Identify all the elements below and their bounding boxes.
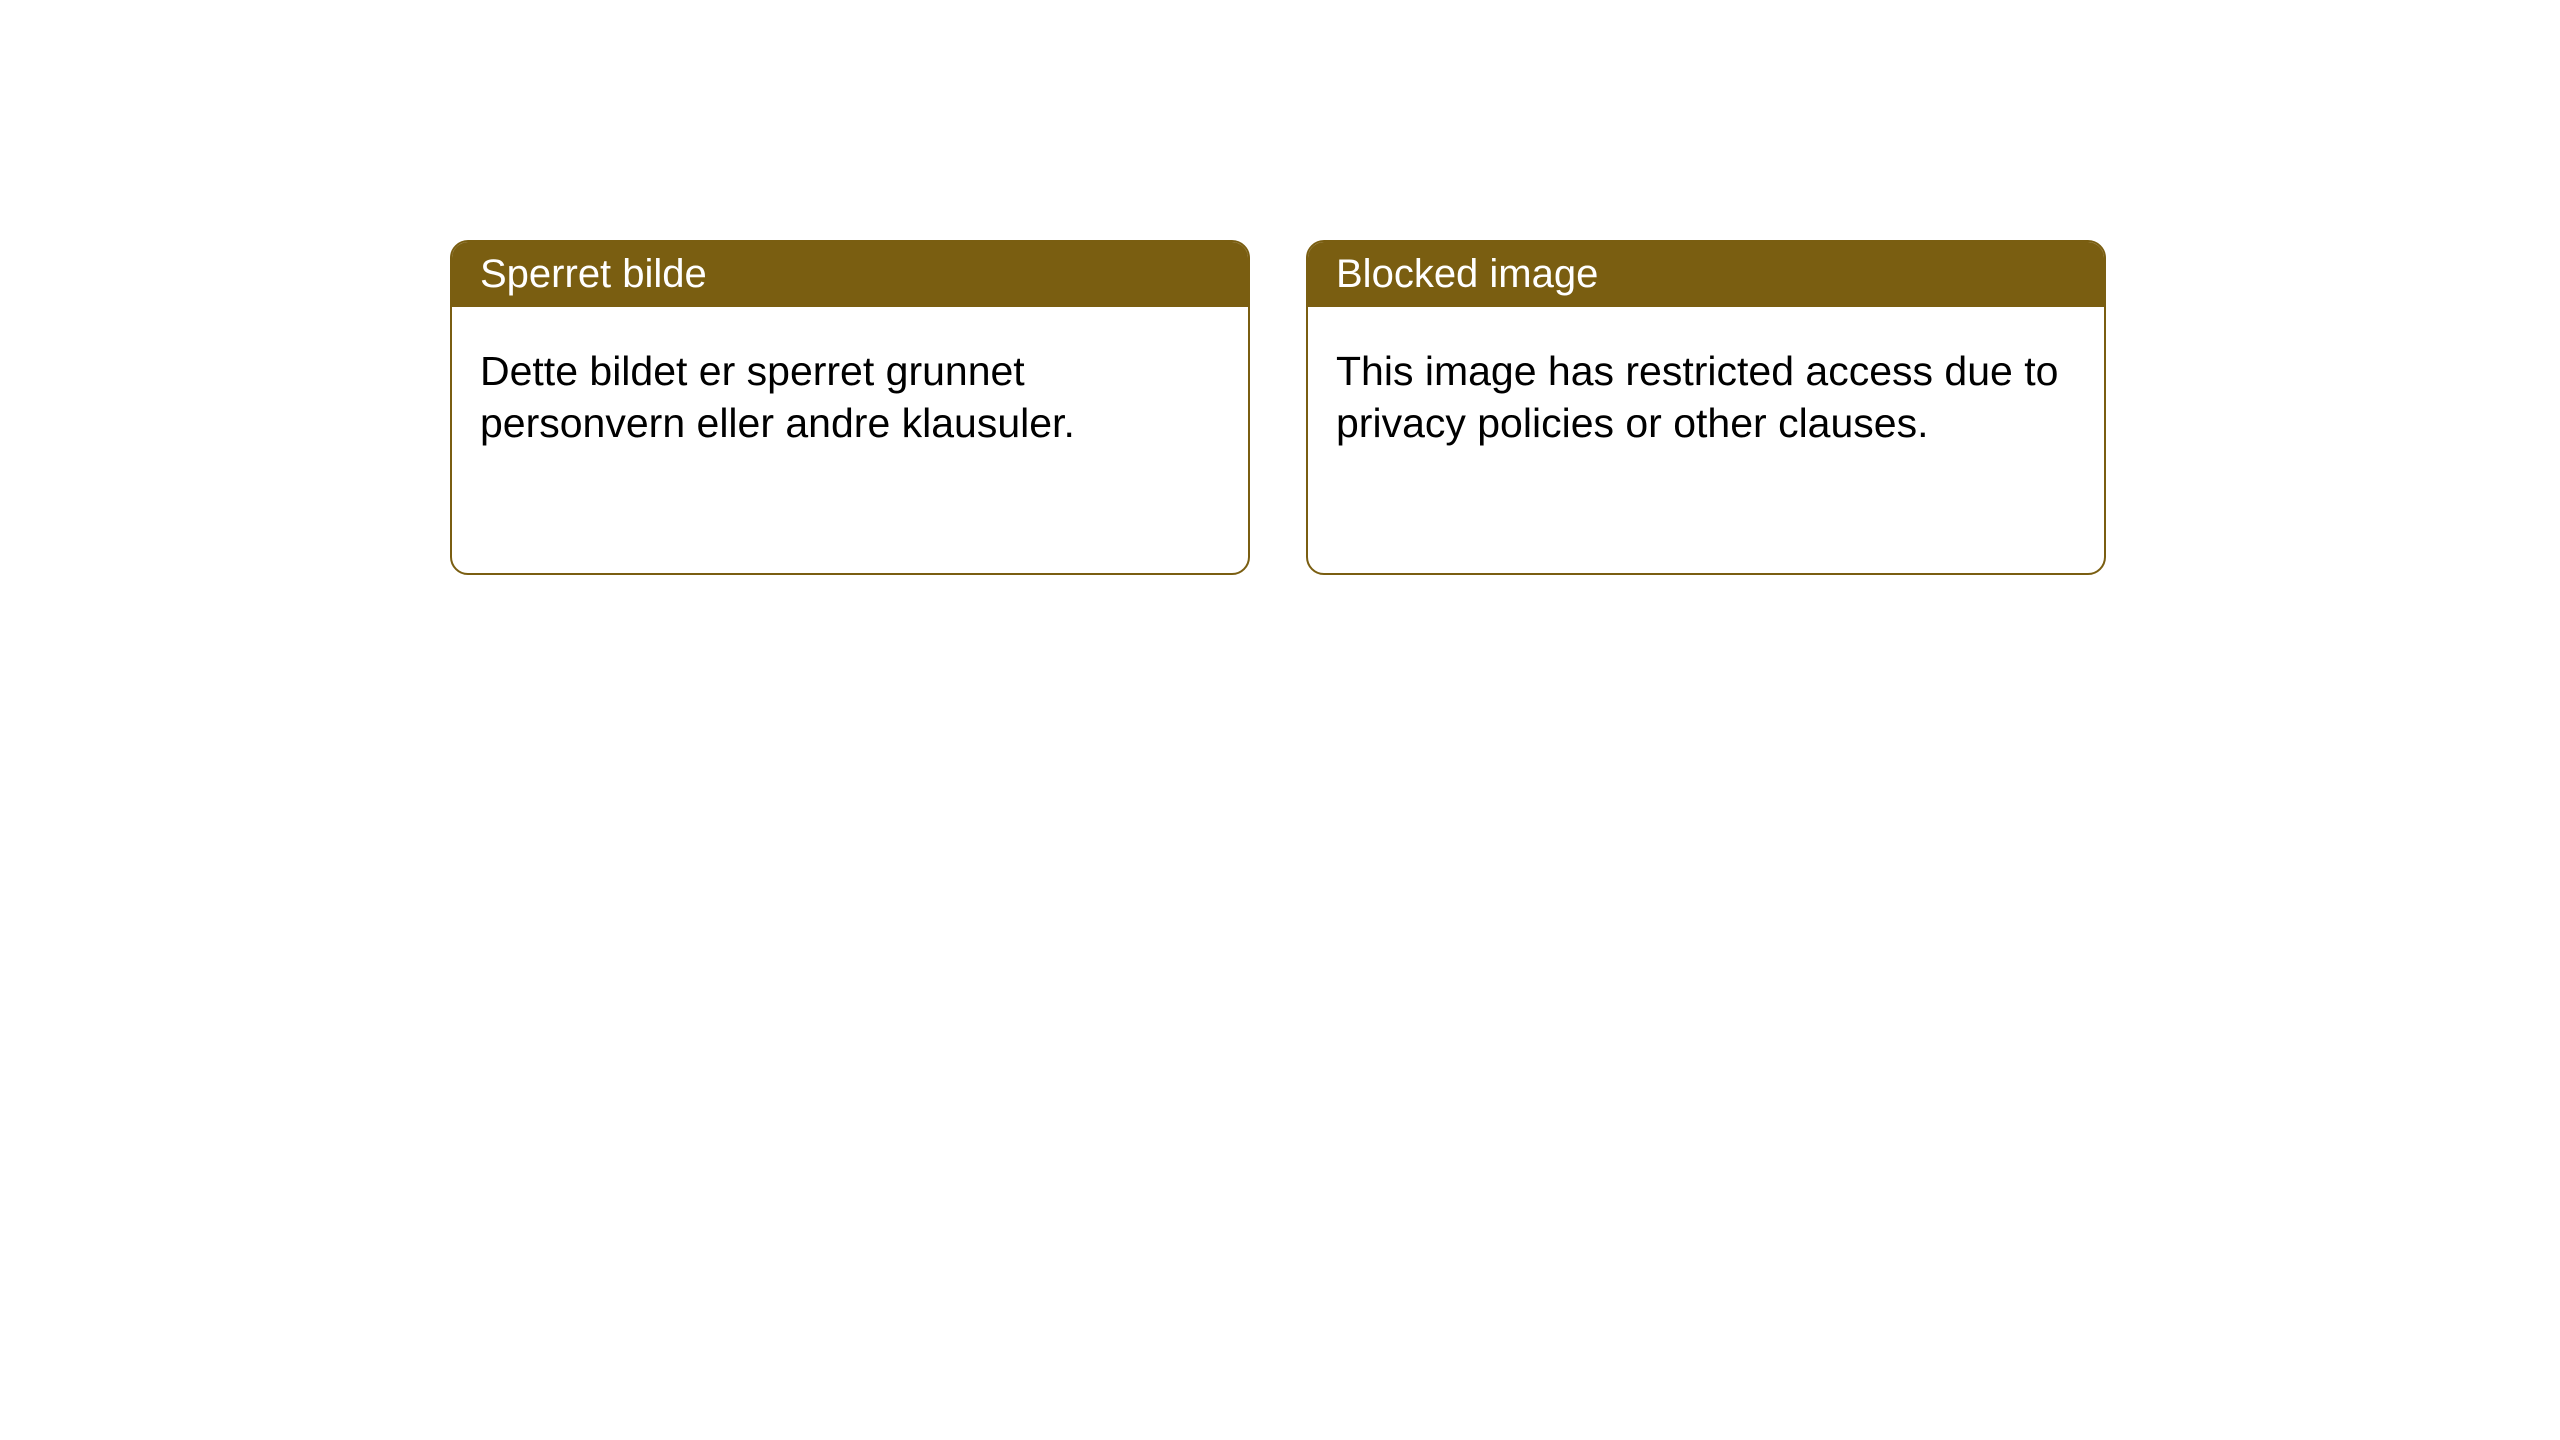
notice-card-header-text: Sperret bilde <box>480 252 707 296</box>
notice-card-body: This image has restricted access due to … <box>1308 307 2104 488</box>
notice-card-body: Dette bildet er sperret grunnet personve… <box>452 307 1248 488</box>
notice-card-body-text: This image has restricted access due to … <box>1336 348 2058 446</box>
notice-card-header: Blocked image <box>1308 242 2104 307</box>
notice-card-norwegian: Sperret bilde Dette bildet er sperret gr… <box>450 240 1250 575</box>
notice-cards-container: Sperret bilde Dette bildet er sperret gr… <box>0 0 2560 575</box>
notice-card-header-text: Blocked image <box>1336 252 1598 296</box>
notice-card-body-text: Dette bildet er sperret grunnet personve… <box>480 348 1075 446</box>
notice-card-english: Blocked image This image has restricted … <box>1306 240 2106 575</box>
notice-card-header: Sperret bilde <box>452 242 1248 307</box>
